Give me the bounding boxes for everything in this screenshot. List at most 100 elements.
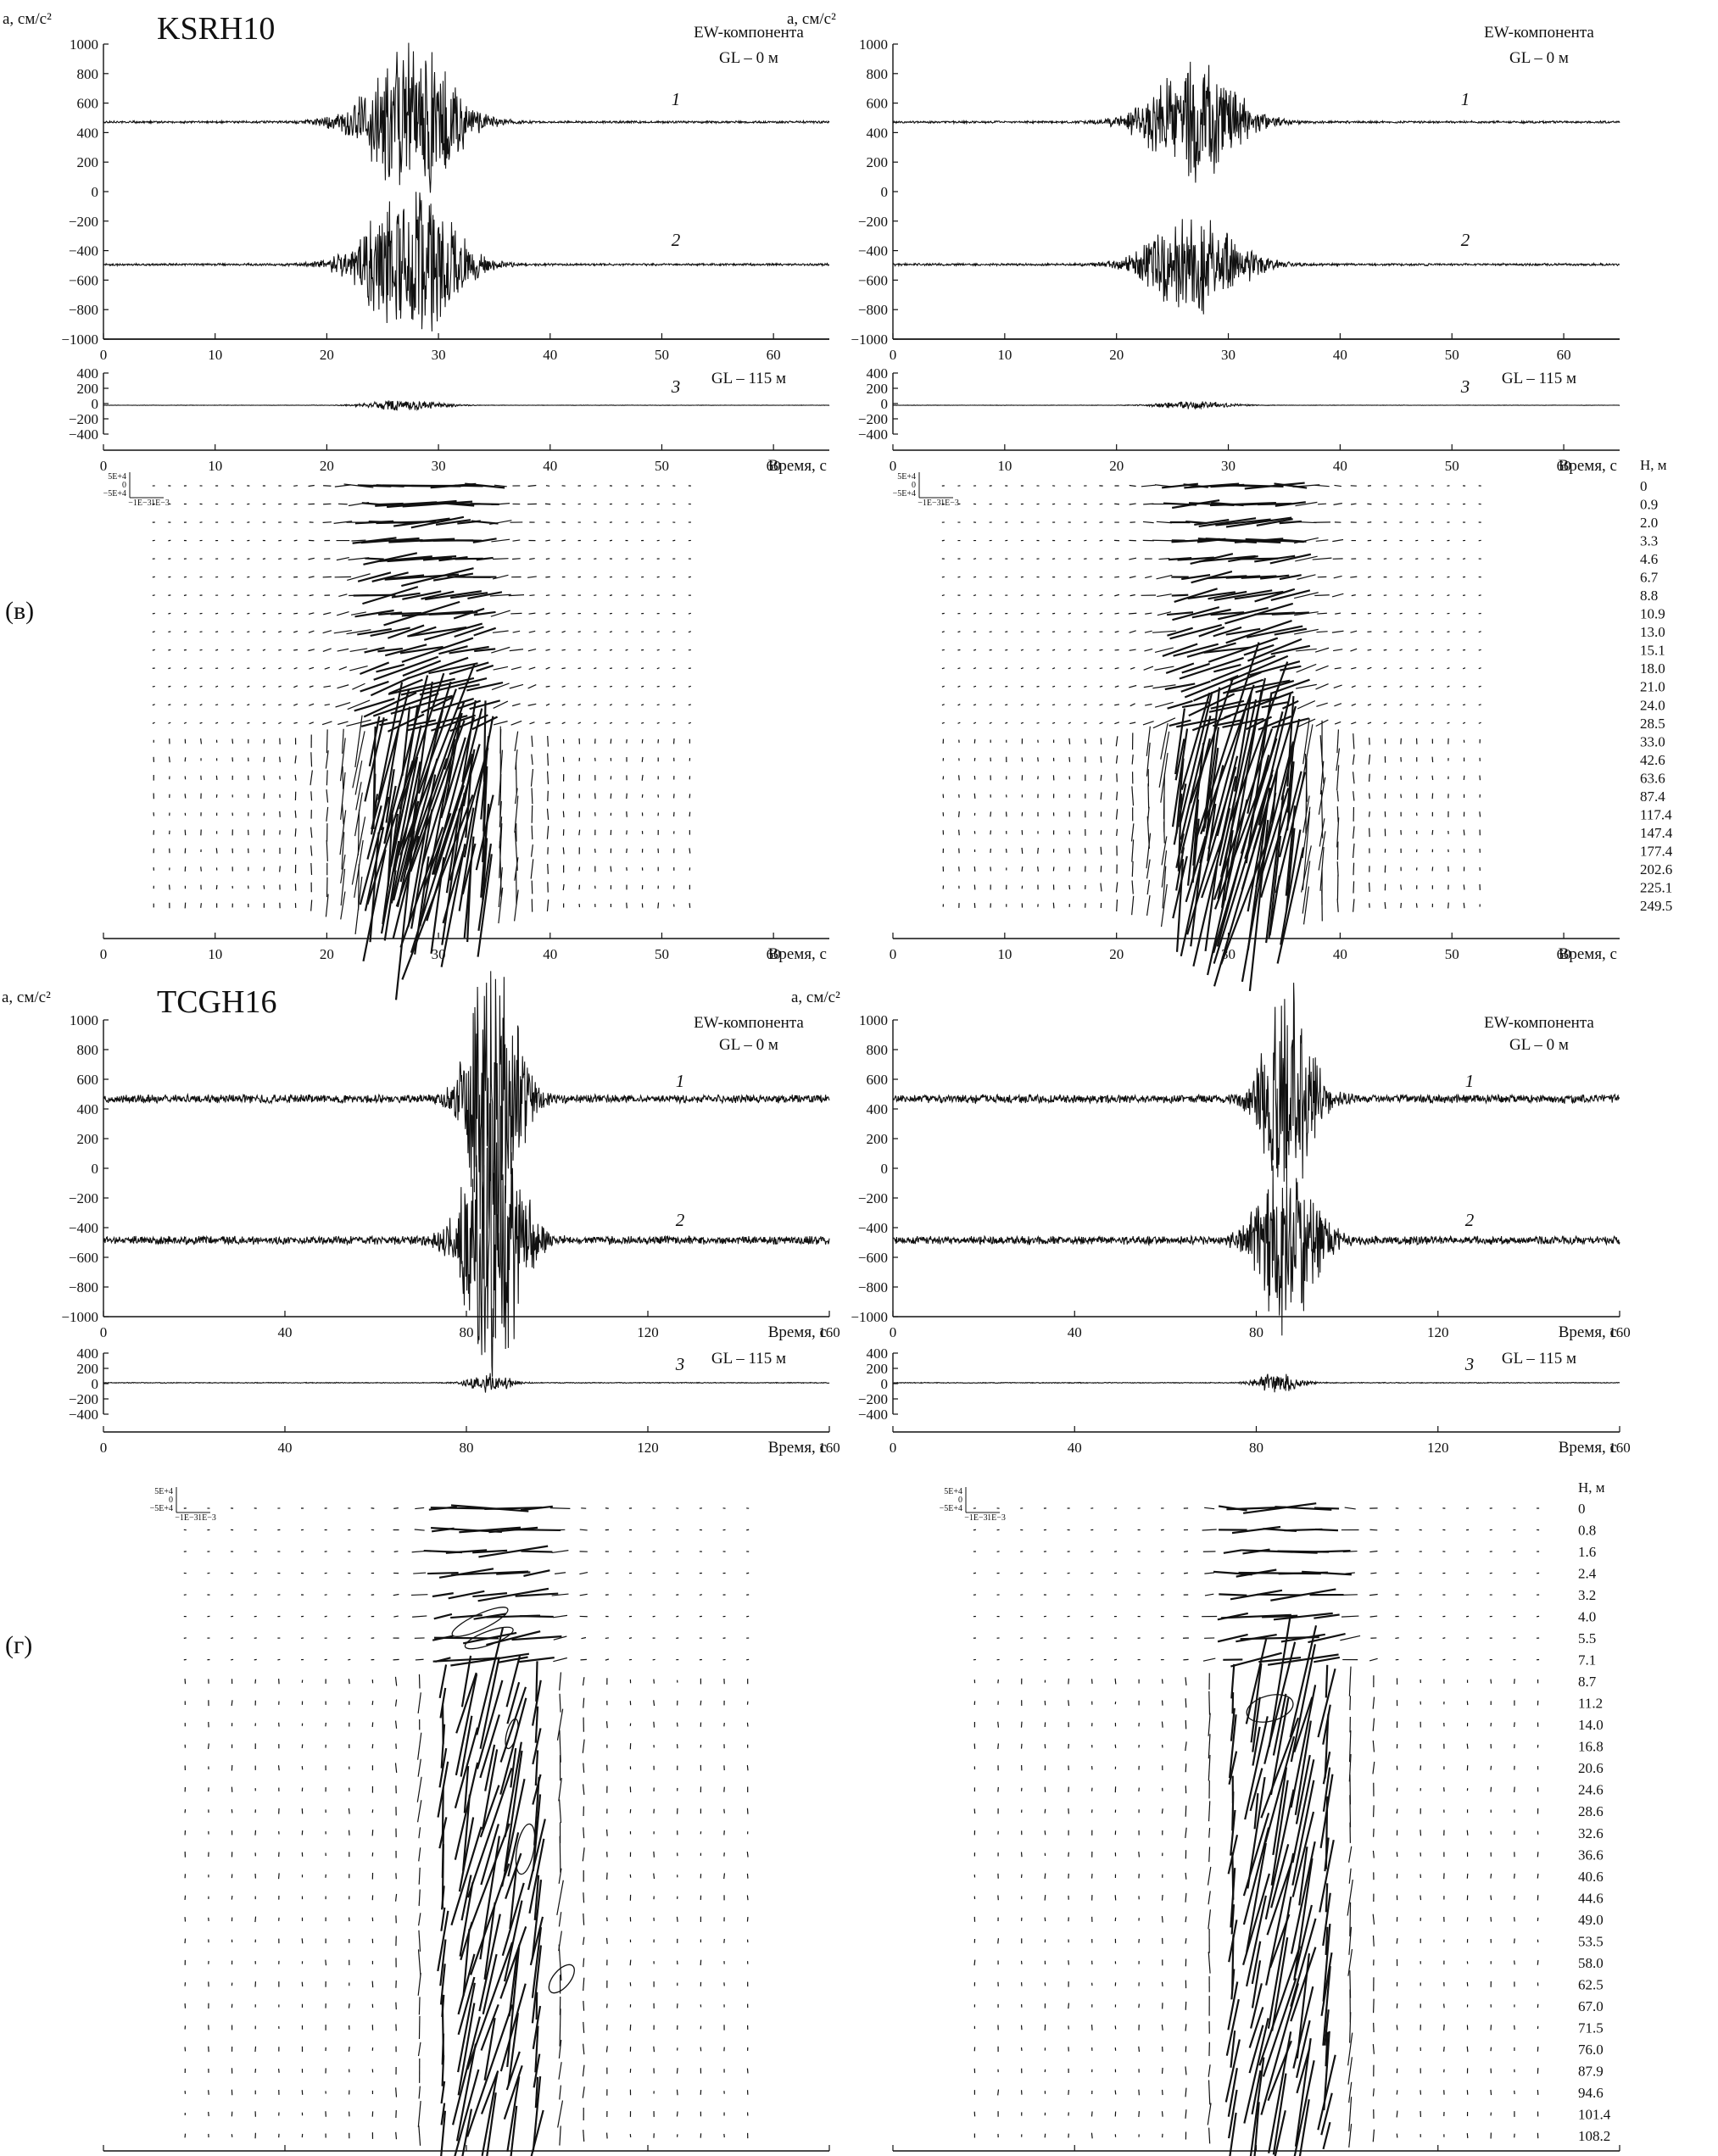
- particle-motion-mark: [355, 782, 362, 811]
- accel-tick-label: −800: [69, 302, 98, 318]
- particle-motion-mark: [1068, 1852, 1069, 1857]
- particle-motion-mark: [1208, 1827, 1211, 1838]
- particle-motion-mark: [1198, 626, 1225, 638]
- particle-motion-mark: [1037, 866, 1039, 872]
- particle-motion-mark: [183, 612, 187, 615]
- particle-motion-mark: [559, 1799, 562, 1824]
- particle-motion-mark: [277, 1765, 280, 1771]
- particle-motion-mark: [440, 737, 466, 819]
- particle-motion-mark: [215, 612, 219, 615]
- scale-label: 5E+4: [897, 472, 916, 482]
- particle-motion-mark: [418, 1827, 421, 1839]
- particle-motion-mark: [1217, 802, 1238, 900]
- particle-motion-mark: [689, 848, 691, 854]
- particle-motion-mark: [641, 558, 644, 560]
- time-tick-label: 160: [1609, 1324, 1631, 1340]
- particle-motion-mark: [1185, 2087, 1187, 2098]
- trace-number: 1: [1461, 89, 1470, 109]
- particle-motion-mark: [168, 667, 171, 670]
- trace-number: 3: [1464, 1354, 1475, 1374]
- time-tick-label: 60: [767, 347, 781, 363]
- particle-motion-mark: [527, 1819, 546, 1891]
- time-tick-label: 40: [278, 1324, 293, 1340]
- particle-motion-mark: [609, 649, 613, 651]
- particle-motion-mark: [1333, 649, 1343, 652]
- particle-motion-mark: [531, 788, 533, 805]
- particle-motion-mark: [215, 884, 218, 890]
- particle-motion-mark: [973, 594, 977, 597]
- trace-number: 2: [1461, 230, 1470, 250]
- scale-label: −5E+4: [103, 489, 126, 499]
- particle-motion-mark: [387, 554, 457, 563]
- particle-motion-mark: [577, 721, 582, 725]
- particle-motion-mark: [1302, 1550, 1351, 1554]
- particle-motion-mark: [263, 885, 265, 889]
- particle-motion-mark: [530, 859, 534, 879]
- particle-motion-mark: [1302, 1570, 1352, 1576]
- particle-motion-mark: [1156, 521, 1173, 524]
- particle-motion-mark: [557, 2100, 564, 2128]
- particle-motion-mark: [1268, 1615, 1291, 1747]
- particle-motion-mark: [551, 1550, 569, 1554]
- particle-motion-mark: [1005, 539, 1008, 542]
- particle-motion-mark: [1185, 1741, 1187, 1752]
- particle-motion-mark: [1167, 699, 1193, 710]
- particle-motion-mark: [450, 1826, 482, 1926]
- particle-motion-mark: [1265, 1852, 1295, 1986]
- particle-motion-mark: [388, 678, 423, 694]
- particle-motion-mark: [1431, 756, 1434, 763]
- particle-motion-mark: [1185, 1827, 1187, 1838]
- particle-motion-mark: [1129, 576, 1136, 579]
- particle-motion-mark: [1242, 1873, 1270, 1966]
- time-tick-label: 0: [890, 946, 897, 962]
- particle-motion-mark: [401, 567, 474, 588]
- particle-motion-mark: [346, 719, 371, 727]
- particle-motion-mark: [418, 1847, 421, 1862]
- particle-motion-mark: [1186, 742, 1205, 886]
- time-tick-label: 20: [320, 458, 334, 474]
- particle-motion-mark: [1084, 848, 1086, 854]
- particle-motion-mark: [1090, 2132, 1093, 2139]
- particle-motion-mark: [530, 844, 533, 857]
- particle-motion-mark: [479, 1785, 500, 1838]
- particle-motion-mark: [427, 1571, 459, 1575]
- accel-tick-label: −600: [858, 272, 888, 288]
- particle-motion-mark: [1213, 857, 1242, 954]
- particle-motion-mark: [594, 848, 596, 853]
- particle-motion-mark: [1131, 880, 1134, 894]
- particle-motion-mark: [183, 721, 187, 724]
- particle-motion-mark: [410, 515, 465, 529]
- particle-motion-mark: [499, 774, 502, 818]
- particle-motion-mark: [1319, 847, 1325, 891]
- particle-motion-mark: [1276, 847, 1305, 964]
- particle-motion-mark: [579, 1593, 588, 1596]
- particle-motion-mark: [723, 1873, 726, 1880]
- accel-tick-label: −200: [69, 1391, 98, 1407]
- particle-motion-mark: [423, 812, 452, 889]
- particle-motion-mark: [1037, 757, 1039, 762]
- particle-motion-mark: [486, 2092, 497, 2156]
- particle-motion-mark: [455, 1674, 478, 1776]
- particle-motion-mark: [1169, 623, 1223, 640]
- particle-motion-mark: [1478, 721, 1481, 724]
- particle-motion-mark: [746, 1895, 749, 1901]
- particle-motion-mark: [347, 699, 371, 710]
- particle-motion-mark: [1192, 799, 1200, 866]
- particle-motion-mark: [1051, 667, 1056, 670]
- particle-motion-mark: [1514, 1786, 1515, 1792]
- seismogram-trace: [103, 42, 830, 193]
- particle-orbit-mark: [1246, 1694, 1294, 1723]
- particle-motion-mark: [1175, 833, 1185, 868]
- scale-label: 0: [122, 481, 126, 490]
- particle-motion-mark: [438, 1747, 448, 1788]
- particle-motion-mark: [1333, 684, 1342, 689]
- y-axis-title: a, см/с²: [3, 10, 52, 28]
- particle-motion-mark: [1210, 699, 1245, 710]
- particle-motion-mark: [1191, 818, 1200, 883]
- particle-motion-mark: [254, 1916, 257, 1923]
- particle-motion-mark: [1315, 539, 1329, 542]
- accel-tick-label: −400: [858, 1220, 888, 1236]
- particle-motion-mark: [455, 1672, 477, 1734]
- particle-motion-mark: [339, 738, 346, 782]
- particle-motion-mark: [1250, 1663, 1263, 1743]
